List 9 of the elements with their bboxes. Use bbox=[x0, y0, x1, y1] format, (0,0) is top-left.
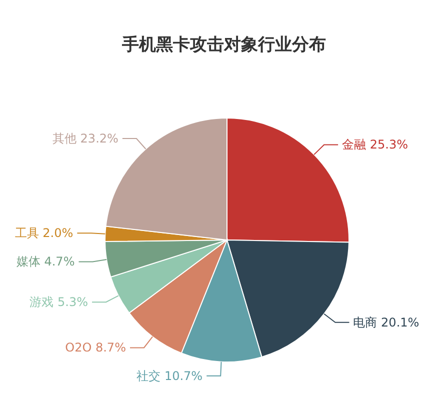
slice-label: O2O 8.7% bbox=[65, 340, 126, 355]
slice-label: 社交 10.7% bbox=[136, 368, 203, 383]
slice-label: 电商 20.1% bbox=[353, 315, 420, 330]
slice-label: 媒体 4.7% bbox=[16, 254, 75, 269]
slice-label: 其他 23.2% bbox=[52, 132, 118, 146]
slice-label: 金融 25.3% bbox=[342, 138, 408, 152]
slice-label: 游戏 5.3% bbox=[30, 295, 88, 310]
chart-title: 手机黑卡攻击对象行业分布 bbox=[121, 35, 326, 55]
slice-label: 工具 2.0% bbox=[14, 226, 74, 240]
